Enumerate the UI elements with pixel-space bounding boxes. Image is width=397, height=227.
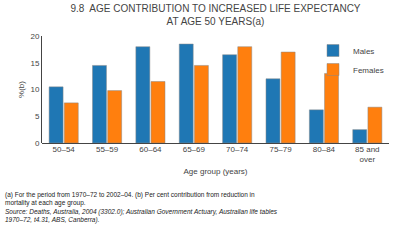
svg-text:Age group (years): Age group (years): [183, 167, 247, 176]
svg-text:%(b): %(b): [17, 81, 26, 98]
svg-text:60–64: 60–64: [139, 145, 162, 154]
svg-text:9.8 AGE CONTRIBUTION TO INCRE: 9.8 AGE CONTRIBUTION TO INCREASED LIFE E…: [70, 3, 360, 27]
svg-text:5: 5: [35, 112, 40, 121]
svg-text:mortality at each age group.: mortality at each age group.: [5, 199, 86, 207]
svg-text:75–79: 75–79: [269, 145, 292, 154]
svg-text:55–59: 55–59: [96, 145, 119, 154]
svg-text:1970–72, t4.31, ABS, Canberra): 1970–72, t4.31, ABS, Canberra).: [5, 216, 100, 224]
svg-text:80–84: 80–84: [313, 145, 336, 154]
svg-text:(a) For the period from 1970–7: (a) For the period from 1970–72 to 2002–…: [5, 191, 255, 199]
svg-text:85 andover: 85 andover: [355, 145, 379, 164]
svg-text:70–74: 70–74: [226, 145, 249, 154]
svg-text:Males: Males: [353, 47, 374, 56]
svg-text:65–69: 65–69: [183, 145, 206, 154]
svg-text:0: 0: [35, 139, 40, 148]
svg-text:20: 20: [30, 32, 39, 41]
svg-text:Females: Females: [353, 66, 384, 75]
svg-text:50–54: 50–54: [53, 145, 76, 154]
svg-text:15: 15: [30, 59, 39, 68]
svg-text:Source: Deaths, Australia, 200: Source: Deaths, Australia, 2004 (3302.0)…: [5, 208, 278, 216]
svg-text:10: 10: [30, 85, 39, 94]
